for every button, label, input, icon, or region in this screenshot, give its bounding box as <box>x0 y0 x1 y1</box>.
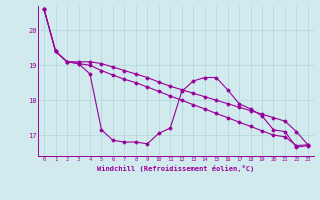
X-axis label: Windchill (Refroidissement éolien,°C): Windchill (Refroidissement éolien,°C) <box>97 165 255 172</box>
